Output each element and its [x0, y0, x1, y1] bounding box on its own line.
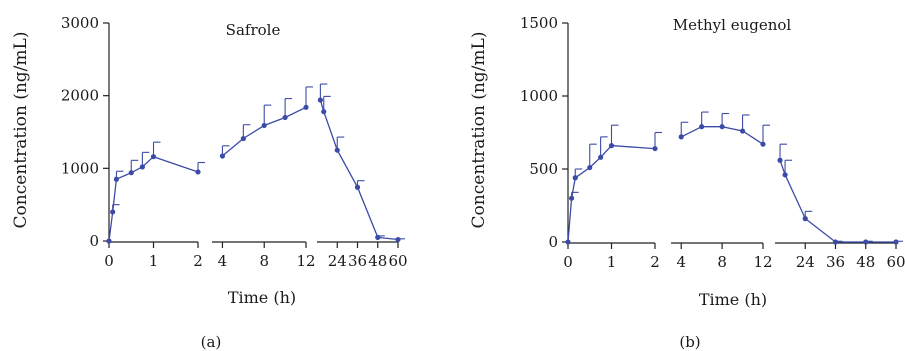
- data-point: [699, 124, 705, 130]
- data-point: [719, 124, 725, 130]
- y-tick-label: 0: [548, 233, 558, 251]
- series-line: [319, 99, 399, 241]
- data-point: [195, 169, 201, 175]
- series-line: [779, 159, 896, 243]
- data-point: [375, 234, 381, 240]
- panel-b-chart: Concentration (ng/mL) Methyl eugenol Tim…: [469, 14, 905, 351]
- data-point: [261, 122, 267, 129]
- x-tick-label: 48: [368, 252, 387, 270]
- panel-a-chart: Concentration (ng/mL) Safrole Time (h) (…: [11, 14, 408, 351]
- data-point: [354, 184, 361, 190]
- y-tick-label: 500: [529, 160, 558, 178]
- x-tick-label: 48: [856, 253, 875, 271]
- data-point: [113, 176, 120, 182]
- panel-b-label: (b): [679, 333, 700, 351]
- x-tick-label: 8: [717, 253, 727, 271]
- data-point: [832, 239, 839, 245]
- y-tick-label: 2000: [61, 87, 99, 105]
- data-point: [219, 153, 226, 159]
- data-point: [395, 236, 401, 243]
- y-tick-label: 0: [89, 232, 99, 250]
- data-point: [110, 209, 116, 215]
- x-tick-label: 36: [826, 253, 845, 271]
- data-point: [240, 135, 246, 142]
- data-point: [317, 97, 323, 103]
- series-line: [680, 126, 764, 145]
- panel-b-title: Methyl eugenol: [673, 16, 792, 34]
- data-point: [893, 239, 899, 245]
- data-point: [863, 239, 869, 245]
- data-point: [652, 145, 658, 152]
- x-tick-label: 1: [607, 253, 617, 271]
- data-point: [739, 128, 746, 134]
- panel-a-ylabel: Concentration (ng/mL): [11, 32, 31, 229]
- panel-a-label: (a): [201, 333, 222, 351]
- x-tick-label: 2: [650, 253, 660, 271]
- y-tick-label: 1000: [61, 159, 99, 177]
- series-line: [108, 155, 199, 242]
- data-point: [321, 109, 327, 115]
- panel-b-xlabel: Time (h): [699, 290, 767, 309]
- data-point: [150, 154, 157, 160]
- data-point: [802, 216, 808, 222]
- data-point: [572, 175, 578, 181]
- y-tick-label: 1500: [520, 14, 558, 32]
- x-tick-label: 2: [193, 252, 203, 270]
- y-tick-label: 3000: [61, 14, 99, 32]
- panel-b-ylabel: Concentration (ng/mL): [469, 32, 489, 229]
- series-line: [567, 144, 656, 243]
- data-point: [569, 195, 575, 201]
- x-tick-label: 24: [796, 253, 815, 271]
- x-tick-label: 36: [348, 252, 367, 270]
- x-tick-label: 0: [104, 252, 114, 270]
- x-tick-label: 60: [886, 253, 905, 271]
- x-tick-label: 24: [328, 252, 347, 270]
- data-point: [106, 238, 112, 244]
- data-point: [598, 154, 604, 160]
- data-point: [782, 172, 788, 178]
- data-point: [678, 134, 684, 140]
- x-tick-label: 4: [676, 253, 686, 271]
- data-point: [303, 104, 309, 110]
- data-point: [139, 164, 145, 170]
- x-tick-label: 12: [296, 252, 315, 270]
- x-tick-label: 12: [753, 253, 772, 271]
- panel-a-xlabel: Time (h): [228, 288, 296, 307]
- x-tick-label: 0: [563, 253, 573, 271]
- data-point: [587, 164, 593, 171]
- x-tick-label: 4: [218, 252, 228, 270]
- x-tick-label: 1: [149, 252, 159, 270]
- data-point: [282, 114, 288, 121]
- x-tick-label: 60: [388, 252, 407, 270]
- data-point: [128, 170, 134, 176]
- x-tick-label: 8: [259, 252, 269, 270]
- data-point: [334, 147, 340, 153]
- data-point: [760, 141, 766, 147]
- data-point: [565, 239, 571, 245]
- data-point: [777, 157, 783, 163]
- y-tick-label: 1000: [520, 87, 558, 105]
- data-point: [608, 143, 615, 149]
- panel-a-title: Safrole: [226, 21, 281, 39]
